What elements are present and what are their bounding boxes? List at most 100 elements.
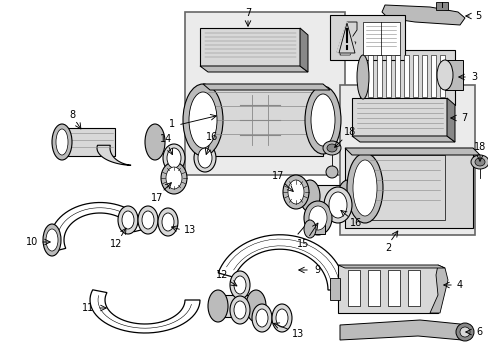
Text: 9: 9 — [313, 265, 320, 275]
Ellipse shape — [229, 271, 249, 299]
Ellipse shape — [283, 175, 308, 209]
Ellipse shape — [470, 155, 488, 169]
Ellipse shape — [43, 224, 61, 256]
Polygon shape — [337, 265, 444, 268]
Ellipse shape — [459, 327, 469, 337]
Bar — [387, 270, 399, 306]
Ellipse shape — [122, 211, 134, 229]
Bar — [60, 128, 115, 156]
Ellipse shape — [326, 144, 336, 152]
Text: 17: 17 — [271, 171, 284, 181]
Bar — [430, 55, 435, 97]
Ellipse shape — [436, 60, 452, 90]
Polygon shape — [339, 320, 469, 340]
Polygon shape — [299, 28, 307, 72]
Text: 17: 17 — [150, 193, 163, 203]
Ellipse shape — [234, 276, 245, 294]
Bar — [376, 55, 381, 97]
Bar — [407, 270, 419, 306]
Polygon shape — [446, 98, 454, 142]
Text: 12: 12 — [110, 239, 122, 249]
Bar — [421, 55, 426, 97]
Ellipse shape — [163, 144, 184, 172]
Bar — [218, 295, 256, 317]
Ellipse shape — [46, 229, 58, 251]
Ellipse shape — [256, 309, 267, 327]
Bar — [444, 60, 462, 90]
Bar — [439, 55, 444, 97]
Bar — [337, 265, 437, 313]
Ellipse shape — [251, 304, 271, 332]
Polygon shape — [339, 25, 355, 55]
Text: 16: 16 — [349, 218, 362, 228]
Ellipse shape — [304, 201, 331, 235]
Ellipse shape — [304, 220, 315, 238]
Bar — [362, 22, 399, 55]
Text: 16: 16 — [205, 132, 218, 142]
Ellipse shape — [52, 124, 72, 160]
Bar — [412, 55, 417, 97]
Polygon shape — [381, 5, 464, 25]
Bar — [309, 185, 347, 207]
Text: 7: 7 — [244, 8, 251, 18]
Bar — [347, 270, 359, 306]
Bar — [403, 55, 408, 97]
Text: 11: 11 — [81, 303, 94, 313]
Polygon shape — [218, 235, 345, 290]
Text: 2: 2 — [384, 243, 390, 253]
Bar — [200, 28, 299, 66]
Ellipse shape — [337, 180, 357, 212]
Bar — [203, 84, 323, 156]
Ellipse shape — [324, 187, 351, 223]
Polygon shape — [351, 136, 454, 142]
Ellipse shape — [161, 162, 186, 194]
Bar — [329, 278, 339, 300]
Ellipse shape — [162, 213, 174, 231]
Text: 7: 7 — [460, 113, 466, 123]
Ellipse shape — [138, 206, 158, 234]
Bar — [394, 55, 399, 97]
Text: 13: 13 — [291, 329, 304, 339]
Bar — [309, 224, 325, 234]
Ellipse shape — [323, 141, 340, 155]
Text: 3: 3 — [470, 72, 476, 82]
Ellipse shape — [305, 86, 340, 154]
Text: 5: 5 — [474, 11, 480, 21]
Ellipse shape — [198, 148, 212, 168]
Ellipse shape — [194, 144, 216, 172]
Ellipse shape — [229, 296, 249, 324]
Bar — [345, 148, 472, 228]
Ellipse shape — [308, 206, 326, 230]
Ellipse shape — [271, 304, 291, 332]
Ellipse shape — [207, 290, 227, 322]
Polygon shape — [345, 148, 479, 155]
Ellipse shape — [189, 92, 217, 148]
Bar — [367, 270, 379, 306]
Text: 18: 18 — [473, 142, 485, 152]
Text: 12: 12 — [215, 270, 228, 280]
Ellipse shape — [325, 166, 337, 178]
Ellipse shape — [165, 167, 182, 189]
Bar — [359, 50, 454, 105]
Ellipse shape — [474, 158, 484, 166]
Bar — [329, 15, 404, 60]
Ellipse shape — [183, 84, 223, 156]
Ellipse shape — [356, 55, 368, 99]
Bar — [364, 155, 444, 220]
Text: 1: 1 — [168, 119, 175, 129]
Bar — [184, 12, 345, 175]
Bar — [435, 2, 447, 10]
Ellipse shape — [56, 129, 68, 155]
Polygon shape — [336, 22, 356, 52]
Ellipse shape — [145, 124, 164, 160]
Text: 14: 14 — [160, 134, 172, 144]
Text: 13: 13 — [183, 225, 196, 235]
Text: 18: 18 — [343, 127, 355, 137]
Bar — [367, 55, 372, 97]
Text: 10: 10 — [26, 237, 38, 247]
Ellipse shape — [346, 153, 382, 223]
Ellipse shape — [299, 180, 319, 212]
Text: 6: 6 — [475, 327, 481, 337]
Ellipse shape — [234, 301, 245, 319]
Ellipse shape — [455, 323, 473, 341]
